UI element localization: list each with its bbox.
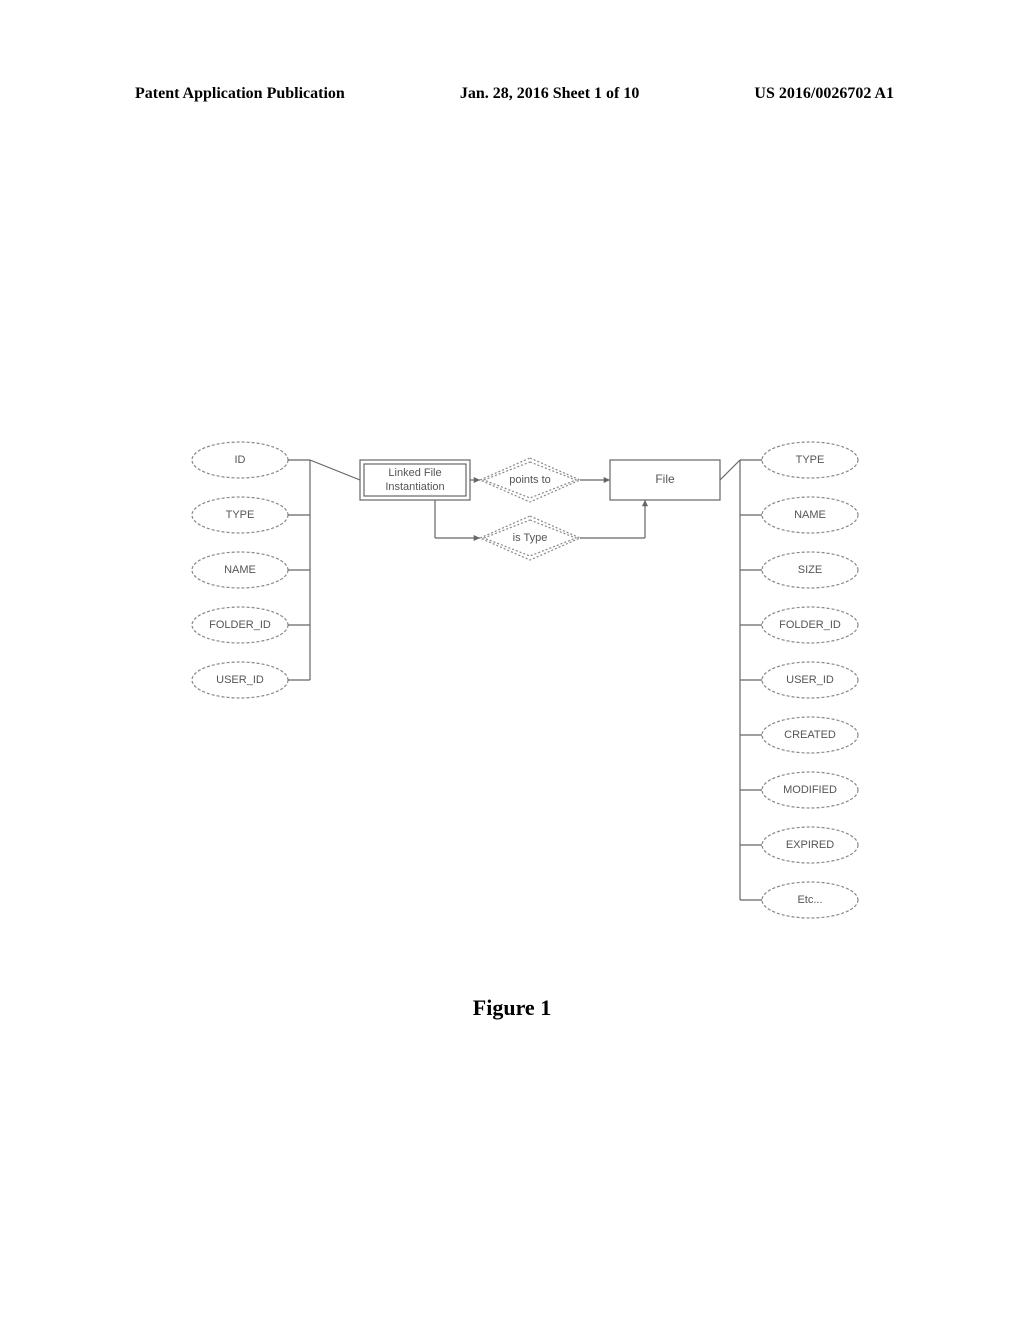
attr-label: NAME [794,509,826,521]
entity-label: Instantiation [385,481,444,493]
figure-caption: Figure 1 [0,995,1024,1021]
attr-label: TYPE [226,509,255,521]
attr-label: USER_ID [786,674,834,686]
attr-label: FOLDER_ID [779,619,841,631]
attr-label: FOLDER_ID [209,619,271,631]
figure-caption-text: Figure 1 [473,995,551,1020]
attr-label: CREATED [784,729,836,741]
relationship-label: points to [509,474,551,486]
attr-label: SIZE [798,564,822,576]
page-header: Patent Application Publication Jan. 28, … [0,85,1024,103]
attr-label: ID [235,454,246,466]
attr-label: EXPIRED [786,839,834,851]
er-svg: ID TYPE NAME FOLDER_ID USER_ID TYPE NAME SIZE FO… [180,430,870,950]
attr-label: USER_ID [216,674,264,686]
attr-label: MODIFIED [783,784,837,796]
header-right: US 2016/0026702 A1 [754,85,894,103]
attr-label: Etc... [797,894,822,906]
header-left: Patent Application Publication [135,85,345,103]
attr-label: NAME [224,564,256,576]
relationship-label: is Type [513,532,548,544]
entity-label: Linked File [388,467,441,479]
attr-label: TYPE [796,454,825,466]
entity-label: File [655,472,675,486]
header-center: Jan. 28, 2016 Sheet 1 of 10 [460,85,640,103]
er-diagram: ID TYPE NAME FOLDER_ID USER_ID TYPE NAME SIZE FO… [180,430,870,990]
